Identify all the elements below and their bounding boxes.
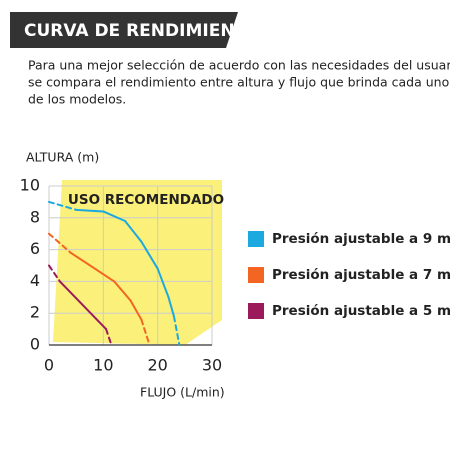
x-tick-label: 0 bbox=[44, 356, 54, 375]
y-tick-label: 6 bbox=[30, 239, 40, 258]
legend-swatch bbox=[248, 267, 264, 283]
legend-label: Presión ajustable a 7 m bbox=[272, 267, 450, 283]
series-segment bbox=[140, 240, 159, 270]
series-segment bbox=[124, 219, 143, 243]
legend-label: Presión ajustable a 5 m bbox=[272, 303, 450, 319]
series-segment bbox=[48, 232, 72, 254]
series-segment bbox=[102, 210, 127, 222]
x-tick-label: 10 bbox=[93, 356, 113, 375]
recommended-area bbox=[53, 180, 222, 345]
header-title: CURVA DE RENDIMIENTO bbox=[24, 21, 261, 41]
legend-label: Presión ajustable a 9 m bbox=[272, 231, 450, 247]
y-tick-label: 10 bbox=[20, 176, 40, 195]
series-segment bbox=[140, 318, 151, 346]
series-segment bbox=[156, 267, 170, 299]
description-line: Para una mejor selección de acuerdo con … bbox=[28, 58, 450, 73]
x-axis-label: FLUJO (L/min) bbox=[140, 385, 225, 400]
series-segment bbox=[48, 264, 61, 283]
annotation: USO RECOMENDADO bbox=[68, 192, 224, 208]
series-segment bbox=[75, 208, 105, 213]
series-segment bbox=[172, 315, 181, 346]
description-line: se compara el rendimiento entre altura y… bbox=[28, 75, 449, 90]
x-tick-label: 20 bbox=[147, 356, 167, 375]
legend-swatch bbox=[248, 303, 264, 319]
series-segment bbox=[167, 296, 175, 318]
x-tick-label: 30 bbox=[202, 356, 222, 375]
y-axis-label: ALTURA (m) bbox=[26, 150, 99, 165]
header-box bbox=[10, 12, 238, 48]
series-segment bbox=[113, 280, 132, 302]
series-segment bbox=[129, 299, 143, 321]
y-tick-label: 8 bbox=[30, 207, 40, 226]
series-segment bbox=[58, 280, 108, 331]
description-line: de los modelos. bbox=[28, 92, 126, 107]
series-segment bbox=[69, 251, 94, 269]
series-segment bbox=[105, 328, 113, 346]
legend-swatch bbox=[248, 231, 264, 247]
y-tick-label: 0 bbox=[30, 335, 40, 354]
series-segment bbox=[48, 200, 78, 211]
y-tick-label: 2 bbox=[30, 303, 40, 322]
y-tick-label: 4 bbox=[30, 271, 40, 290]
series-segment bbox=[91, 266, 116, 283]
